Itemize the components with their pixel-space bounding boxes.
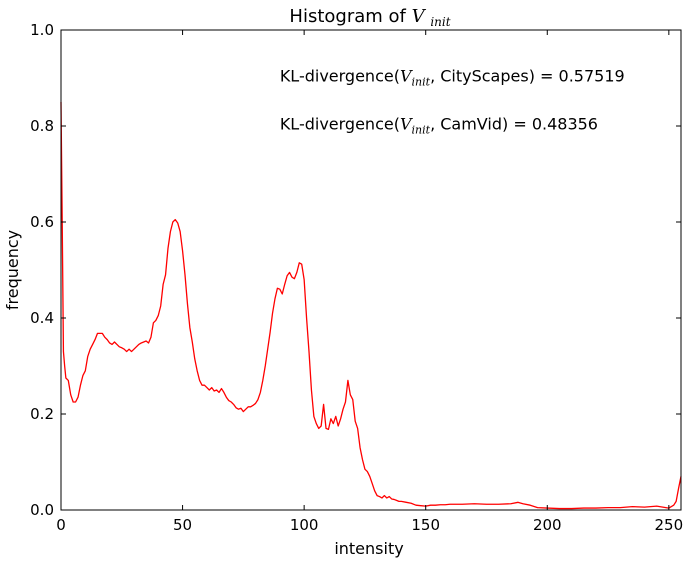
- axes-layer: 0 50 100 150 200 250 0.0 0.2 0.4 0.6 0.8 1.0: [30, 21, 683, 534]
- chart-title-subscript: init: [430, 15, 450, 29]
- series-layer: [60, 101, 682, 510]
- plot-frame: [60, 29, 682, 511]
- y-axis-label: frequency: [3, 230, 22, 310]
- annotation-prefix: KL-divergence(: [280, 67, 400, 86]
- x-tick-label: 200: [533, 516, 562, 534]
- annotation-suffix: , CityScapes) = 0.57519: [430, 67, 625, 86]
- y-tick-label: 0.6: [30, 213, 54, 231]
- x-tick-label: 250: [655, 516, 684, 534]
- x-tick-label: 50: [173, 516, 192, 534]
- kl-divergence-annotation: KL-divergence(Vinit, CityScapes) = 0.575…: [280, 67, 625, 89]
- x-tick-label: 0: [56, 516, 66, 534]
- x-tick-label: 100: [290, 516, 319, 534]
- x-axis-label: intensity: [334, 539, 403, 558]
- y-tick-label: 0.0: [30, 501, 54, 519]
- annotation-variable: V: [400, 115, 413, 134]
- y-tick-label: 0.4: [30, 309, 54, 327]
- annotations-layer: KL-divergence(Vinit, CityScapes) = 0.575…: [280, 67, 625, 137]
- annotation-variable: V: [400, 67, 413, 86]
- y-tick-label: 1.0: [30, 21, 54, 39]
- annotation-prefix: KL-divergence(: [280, 115, 400, 134]
- y-tick-label: 0.2: [30, 405, 54, 423]
- x-tick-label: 150: [411, 516, 440, 534]
- annotation-suffix: , CamVid) = 0.48356: [430, 115, 598, 134]
- chart-title-variable: V: [412, 6, 427, 27]
- kl-divergence-annotation: KL-divergence(Vinit, CamVid) = 0.48356: [280, 115, 598, 137]
- y-tick-label: 0.8: [30, 117, 54, 135]
- chart-title-prefix: Histogram of: [289, 6, 411, 27]
- chart-title: Histogram of V init: [289, 6, 450, 29]
- annotation-subscript: init: [412, 124, 431, 137]
- annotation-subscript: init: [412, 76, 431, 89]
- series-line-0: [60, 101, 682, 510]
